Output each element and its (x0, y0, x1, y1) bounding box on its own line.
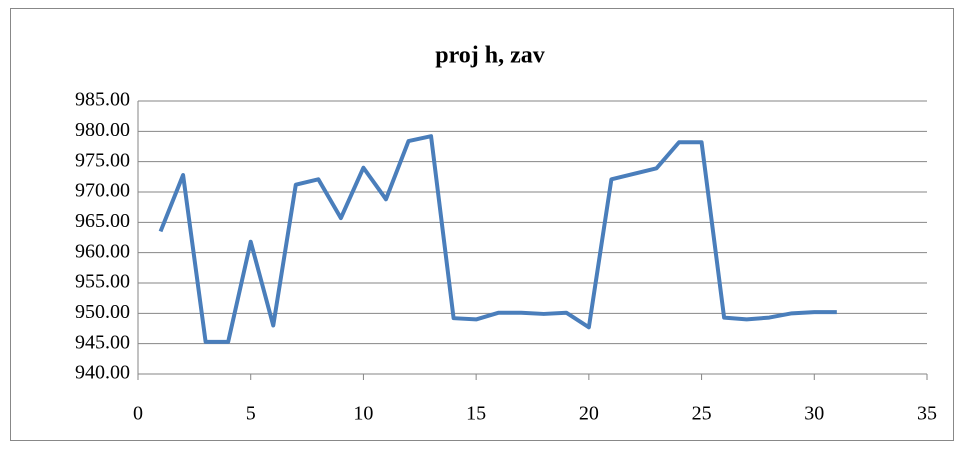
series-line (158, 134, 837, 344)
y-tick-label: 960.00 (75, 240, 130, 262)
x-tick-label: 25 (692, 403, 712, 425)
y-tick-label: 975.00 (75, 149, 130, 171)
x-tick-label: 30 (804, 403, 824, 425)
y-tick-label: 985.00 (75, 89, 130, 111)
y-tick-label: 965.00 (75, 210, 130, 232)
x-tick-label: 35 (917, 403, 937, 425)
y-tick-label: 955.00 (75, 271, 130, 293)
y-tick-label: 980.00 (75, 119, 130, 141)
y-tick-label: 970.00 (75, 180, 130, 202)
x-tick-label: 20 (579, 403, 599, 425)
chart-border (10, 8, 954, 441)
x-tick-label: 0 (133, 403, 143, 425)
chart-title: proj h, zav (435, 43, 545, 69)
y-tick-label: 945.00 (75, 331, 130, 353)
y-tick-label: 950.00 (75, 301, 130, 323)
x-tick-label: 15 (466, 403, 486, 425)
y-tick-label: 940.00 (75, 362, 130, 384)
x-tick-label: 10 (353, 403, 373, 425)
x-tick-label: 5 (246, 403, 256, 425)
